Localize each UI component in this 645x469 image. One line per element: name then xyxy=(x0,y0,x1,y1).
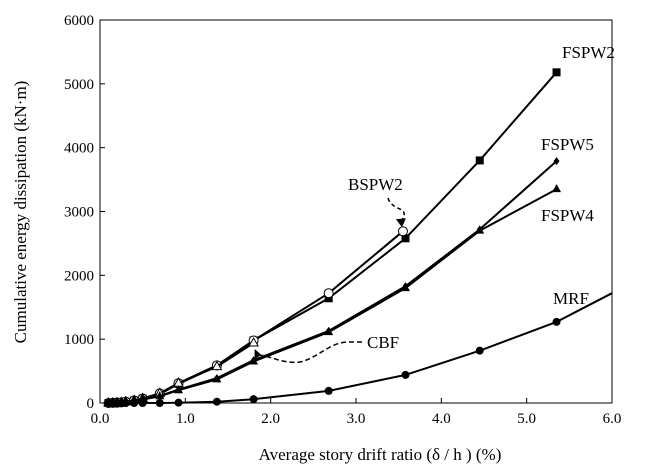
x-tick-label: 2.0 xyxy=(261,411,280,427)
x-tick-label: 0.0 xyxy=(91,411,110,427)
series-mrf-marker xyxy=(552,317,561,326)
y-tick-label: 1000 xyxy=(64,332,94,348)
y-tick-label: 0 xyxy=(87,396,95,412)
series-bspw2-line xyxy=(108,230,404,404)
series-mrf-marker xyxy=(138,399,147,407)
series-fspw2-marker xyxy=(401,234,410,243)
series-fspw2 xyxy=(104,68,561,407)
series-mrf-marker xyxy=(249,395,258,404)
series-mrf-marker xyxy=(475,346,484,355)
x-tick-label: 4.0 xyxy=(432,411,451,427)
label-cbf: CBF xyxy=(367,333,399,352)
series-mrf-marker xyxy=(130,399,139,407)
series-fspw4-marker xyxy=(400,283,410,292)
series-fspw4-marker xyxy=(552,184,562,193)
series-mrf-marker xyxy=(401,370,410,379)
series-mrf-marker xyxy=(174,398,183,407)
series-mrf-marker xyxy=(212,397,221,406)
series-mrf xyxy=(104,292,613,407)
y-tick-label: 5000 xyxy=(64,77,94,93)
series-bspw2-marker xyxy=(323,288,334,299)
annotation-arrows xyxy=(254,197,406,364)
cbf-leader xyxy=(257,341,362,364)
label-mrf: MRF xyxy=(553,289,589,308)
bspw2-arrowhead xyxy=(395,218,406,228)
x-tick-label: 5.0 xyxy=(517,411,536,427)
series-fspw2-line xyxy=(108,71,558,404)
series-cbf-marker xyxy=(248,336,259,347)
label-bspw2: BSPW2 xyxy=(348,175,403,194)
label-fspw4: FSPW4 xyxy=(541,206,594,225)
series-fspw2-marker xyxy=(475,156,484,165)
series-mrf-marker xyxy=(324,386,333,395)
axes-group: 0 1000 2000 3000 4000 5000 6000 0.0 1.0 2.0 3.0 4.0… xyxy=(64,13,621,427)
series-labels: FSPW2 FSPW5 FSPW4 BSPW2 CBF MRF xyxy=(348,43,615,352)
series-fspw4-marker xyxy=(475,225,485,234)
y-tick-label: 2000 xyxy=(64,268,94,284)
x-axis-title: Average story drift ratio (δ / h ) (%) xyxy=(259,445,502,464)
bspw2-leader xyxy=(387,197,405,222)
cbf-arrowhead xyxy=(254,348,262,359)
series-fspw5-line xyxy=(108,160,558,404)
y-tick-label: 4000 xyxy=(64,141,94,157)
series-layer xyxy=(103,68,613,408)
series-cbf-marker xyxy=(211,360,223,371)
series-mrf-line xyxy=(108,292,613,404)
series-bspw2-marker xyxy=(397,226,408,237)
series-fspw2-marker xyxy=(552,68,561,77)
series-mrf-marker xyxy=(121,399,130,407)
x-tick-label: 6.0 xyxy=(603,411,622,427)
series-cbf xyxy=(103,336,259,407)
label-fspw5: FSPW5 xyxy=(541,135,594,154)
label-fspw2: FSPW2 xyxy=(562,43,615,62)
series-fspw4-marker xyxy=(212,374,222,383)
series-fspw4-marker xyxy=(174,385,184,394)
series-fspw4-marker xyxy=(155,391,165,400)
series-mrf-marker xyxy=(155,399,164,407)
plot-frame xyxy=(99,19,613,404)
series-fspw2-marker xyxy=(324,294,333,303)
x-tick-label: 3.0 xyxy=(347,411,366,427)
series-fspw4-marker xyxy=(249,356,259,365)
series-fspw5 xyxy=(105,157,560,407)
series-bspw2 xyxy=(103,226,408,408)
y-tick-label: 3000 xyxy=(64,205,94,221)
x-tick-label: 1.0 xyxy=(176,411,195,427)
y-axis-title: Cumulative energy dissipation (kN·m) xyxy=(11,81,30,344)
series-fspw4-marker xyxy=(324,327,334,336)
series-fspw5-marker xyxy=(553,157,560,166)
y-tick-label: 6000 xyxy=(64,13,94,29)
